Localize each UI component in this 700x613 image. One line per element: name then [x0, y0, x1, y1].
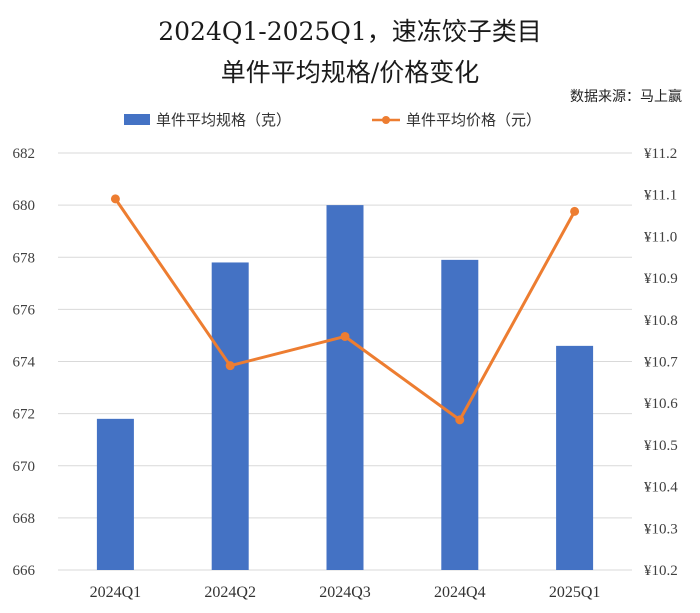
- left-axis: 666 668 670 672 674 676 678 680 682: [13, 146, 36, 579]
- legend-bar-swatch: [124, 114, 150, 125]
- line-point: [455, 415, 465, 425]
- right-tick-label: ¥11.1: [644, 188, 677, 204]
- bar: [326, 205, 364, 570]
- right-axis: ¥10.2 ¥10.3 ¥10.4 ¥10.5 ¥10.6 ¥10.7 ¥10.8 ¥10.9…: [644, 146, 678, 579]
- right-tick-label: ¥10.6: [644, 396, 678, 412]
- right-tick-label: ¥10.9: [644, 271, 678, 287]
- right-tick-label: ¥10.8: [644, 313, 678, 329]
- right-tick-label: ¥11.0: [644, 229, 677, 245]
- legend-line-marker: [382, 116, 390, 124]
- x-tick-label: 2024Q2: [204, 584, 256, 601]
- x-axis: 2024Q1 2024Q2 2024Q3 2024Q4 2025Q1: [90, 584, 601, 601]
- chart-title: 2024Q1-2025Q1，速冻饺子类目: [158, 17, 542, 46]
- left-tick-label: 680: [13, 198, 36, 214]
- chart-source: 数据来源：马上赢: [570, 88, 682, 105]
- left-tick-label: 672: [13, 407, 36, 423]
- line-point: [110, 194, 120, 204]
- line-point: [570, 206, 580, 216]
- right-tick-label: ¥10.3: [644, 521, 678, 537]
- line-series: [110, 194, 580, 425]
- right-tick-label: ¥10.2: [644, 563, 678, 579]
- legend: 单件平均规格（克） 单件平均价格（元）: [124, 111, 541, 129]
- bar: [96, 418, 134, 570]
- right-tick-label: ¥10.5: [644, 438, 678, 454]
- line-point: [340, 331, 350, 341]
- bar: [211, 262, 249, 570]
- chart-subtitle: 单件平均规格/价格变化: [221, 58, 479, 87]
- line-point: [225, 361, 235, 371]
- left-tick-label: 668: [13, 511, 36, 527]
- x-tick-label: 2024Q1: [90, 584, 142, 601]
- right-tick-label: ¥10.4: [644, 480, 678, 496]
- x-tick-label: 2024Q4: [434, 584, 486, 601]
- bar: [556, 345, 594, 570]
- right-tick-label: ¥10.7: [644, 355, 678, 371]
- x-tick-label: 2025Q1: [549, 584, 601, 601]
- left-tick-label: 682: [13, 146, 36, 162]
- left-tick-label: 678: [13, 250, 36, 266]
- bar: [441, 259, 479, 570]
- bar-series: [96, 205, 594, 570]
- legend-bar-label: 单件平均规格（克）: [156, 111, 291, 129]
- x-tick-label: 2024Q3: [319, 584, 371, 601]
- left-tick-label: 674: [13, 355, 36, 371]
- right-tick-label: ¥11.2: [644, 146, 677, 162]
- left-tick-label: 666: [13, 563, 36, 579]
- left-tick-label: 676: [13, 302, 36, 318]
- left-tick-label: 670: [13, 459, 36, 475]
- legend-line-label: 单件平均价格（元）: [406, 111, 541, 129]
